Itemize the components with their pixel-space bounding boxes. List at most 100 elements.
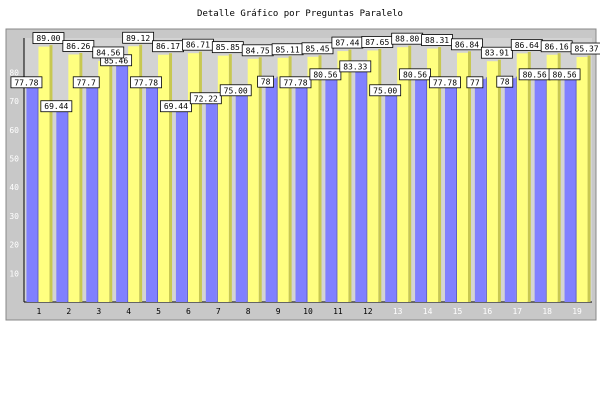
bar-shade (378, 48, 382, 303)
bar-series-1 (235, 86, 247, 302)
bar-series-1 (86, 78, 98, 303)
bar-series-2 (516, 53, 528, 302)
x-tick-label: 9 (276, 307, 281, 316)
bar-shade (557, 53, 561, 302)
y-tick-label: 70 (9, 97, 19, 106)
x-tick-label: 13 (393, 307, 403, 316)
svg-text:77.78: 77.78 (433, 78, 457, 87)
bar-shade (318, 55, 322, 302)
svg-text:85.46: 85.46 (104, 56, 128, 65)
bar-shade (169, 53, 173, 302)
data-label: 86.71 (182, 38, 214, 51)
data-label: 89.12 (122, 31, 155, 44)
svg-text:87.65: 87.65 (365, 38, 389, 47)
data-label: 85.45 (301, 42, 334, 55)
data-label: 87.44 (331, 36, 364, 49)
bar-shade (258, 57, 262, 302)
bar-shade (109, 59, 113, 303)
svg-text:88.80: 88.80 (395, 35, 419, 44)
data-label: 89.00 (32, 32, 65, 45)
bar-series-1 (415, 70, 427, 303)
chart-title: Detalle Gráfico por Preguntas Paralelo (197, 9, 403, 19)
bar-series-2 (98, 60, 110, 303)
bar-series-2 (337, 51, 349, 302)
y-tick-label: 30 (9, 212, 19, 221)
bar-series-2 (38, 46, 50, 302)
svg-text:88.31: 88.31 (425, 36, 449, 45)
svg-text:86.84: 86.84 (455, 40, 479, 49)
data-label: 78 (496, 75, 514, 88)
bar-series-2 (128, 46, 140, 303)
bar-series-1 (295, 78, 307, 303)
x-tick-label: 16 (483, 307, 493, 316)
svg-text:83.91: 83.91 (485, 49, 509, 58)
data-label: 85.11 (271, 43, 304, 56)
bar-series-1 (385, 86, 397, 302)
svg-text:80.56: 80.56 (403, 70, 427, 79)
svg-text:86.64: 86.64 (515, 41, 539, 50)
bar-shade (497, 59, 501, 302)
x-tick-label: 14 (423, 307, 433, 316)
data-label: 77.78 (429, 76, 461, 89)
bar-series-2 (576, 57, 588, 302)
svg-text:86.16: 86.16 (545, 42, 569, 51)
x-tick-label: 1 (37, 307, 42, 316)
data-label: 69.44 (160, 100, 192, 113)
x-tick-label: 5 (156, 307, 161, 316)
bar-series-2 (277, 57, 289, 303)
x-tick-label: 4 (126, 307, 131, 316)
svg-text:84.75: 84.75 (246, 46, 270, 55)
x-tick-label: 10 (303, 307, 313, 316)
y-tick-label: 20 (9, 241, 19, 250)
data-label: 86.17 (152, 40, 184, 53)
data-label: 75.00 (369, 84, 402, 97)
bar-series-1 (504, 78, 516, 302)
data-label: 80.56 (548, 68, 581, 81)
bar-series-1 (444, 78, 456, 303)
bar-series-1 (116, 56, 128, 303)
bar-series-1 (355, 62, 367, 302)
bar-series-2 (247, 58, 259, 302)
svg-text:89.12: 89.12 (126, 34, 150, 43)
bar-series-2 (187, 53, 199, 303)
data-label: 84.56 (92, 46, 125, 59)
bar-series-1 (146, 78, 158, 303)
svg-text:77.7: 77.7 (77, 78, 96, 87)
data-label: 69.44 (40, 100, 73, 113)
bar-series-2 (546, 54, 558, 302)
y-tick-label: 10 (9, 269, 19, 278)
data-label: 75.00 (219, 84, 252, 97)
data-label: 83.91 (480, 46, 513, 59)
data-label: 85.85 (211, 41, 244, 54)
bar-shade (288, 56, 292, 303)
svg-text:69.44: 69.44 (44, 102, 68, 111)
svg-text:75.00: 75.00 (373, 86, 397, 95)
data-label: 88.80 (391, 32, 424, 45)
svg-text:85.45: 85.45 (305, 44, 329, 53)
svg-text:77.78: 77.78 (14, 78, 38, 87)
bar-series-1 (265, 78, 277, 302)
x-tick-label: 19 (572, 307, 582, 316)
y-tick-label: 50 (9, 155, 19, 164)
data-label: 86.16 (540, 40, 573, 53)
bar-shade (438, 47, 442, 302)
bar-series-1 (325, 70, 337, 303)
data-label: 72.22 (189, 92, 222, 105)
svg-text:87.44: 87.44 (335, 39, 359, 48)
svg-text:85.37: 85.37 (575, 45, 599, 54)
bar-series-2 (158, 54, 170, 302)
svg-text:85.85: 85.85 (216, 43, 240, 52)
x-tick-label: 6 (186, 307, 191, 316)
svg-text:80.56: 80.56 (553, 70, 577, 79)
data-label: 84.75 (241, 44, 274, 57)
svg-text:78: 78 (500, 78, 510, 87)
bar-series-2 (427, 48, 439, 302)
bar-series-1 (564, 70, 576, 303)
bar-series-2 (456, 52, 468, 302)
data-label: 88.31 (421, 34, 453, 46)
data-label: 86.26 (62, 40, 95, 52)
bar-shade (49, 45, 53, 302)
data-label: 77.78 (279, 76, 312, 89)
